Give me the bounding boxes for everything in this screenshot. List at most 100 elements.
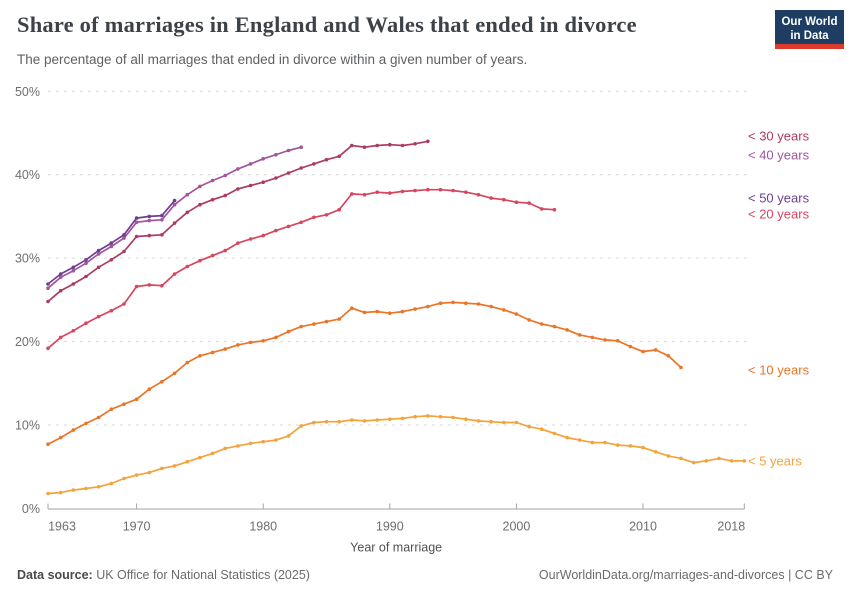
data-point: [122, 249, 126, 254]
data-point: [729, 459, 734, 463]
data-point: [539, 427, 544, 432]
data-point: [413, 414, 417, 419]
data-point: [210, 350, 215, 355]
legend-label-5[interactable]: < 10 years: [748, 363, 810, 378]
data-point: [438, 414, 443, 419]
data-point: [198, 354, 202, 358]
series-line-6: [47, 415, 745, 495]
data-point: [198, 202, 202, 207]
y-tick-label-50: 50%: [15, 85, 40, 99]
data-point: [248, 183, 253, 188]
data-point: [84, 274, 88, 279]
data-point: [464, 417, 468, 422]
y-tick-label-20: 20%: [15, 335, 40, 349]
data-point: [96, 415, 101, 420]
data-point: [641, 445, 645, 450]
data-point: [58, 272, 63, 276]
owid-logo-line2: in Data: [790, 29, 829, 42]
legend-label-6[interactable]: < 5 years: [748, 454, 802, 469]
series-line-5: [47, 301, 682, 445]
data-point: [160, 466, 164, 471]
data-point: [185, 264, 190, 269]
data-point: [312, 162, 316, 166]
data-point: [160, 213, 164, 218]
data-point: [286, 224, 291, 229]
data-point: [46, 491, 50, 496]
data-point: [84, 486, 88, 491]
x-tick-label-2000: 2000: [503, 520, 531, 534]
data-point: [71, 488, 76, 492]
data-point: [84, 258, 88, 262]
data-point: [261, 439, 266, 444]
data-point: [426, 139, 430, 144]
data-point: [71, 268, 76, 273]
owid-logo-line1: Our World: [781, 16, 838, 29]
data-point: [375, 143, 380, 148]
license-link[interactable]: OurWorldinData.org/marriages-and-divorce…: [538, 568, 833, 582]
data-point: [71, 265, 76, 270]
data-point: [210, 253, 215, 258]
data-point: [58, 435, 63, 440]
data-point: [172, 464, 177, 468]
data-point: [577, 333, 582, 337]
data-point: [615, 339, 620, 343]
data-point: [160, 379, 164, 384]
data-point: [679, 365, 683, 370]
line-chart[interactable]: 0% 10% 20% 30% 40% 50% 1963 1970 1980 1990 2000 201…: [0, 0, 850, 558]
data-point: [71, 282, 76, 286]
data-point: [628, 444, 633, 448]
data-point: [299, 220, 304, 225]
data-point: [274, 335, 278, 340]
data-point: [552, 324, 557, 329]
data-point: [185, 210, 190, 215]
data-point: [426, 304, 430, 309]
data-point: [274, 438, 278, 442]
data-point: [400, 416, 405, 421]
data-point: [96, 265, 101, 270]
data-point: [286, 434, 291, 438]
data-point: [96, 252, 101, 256]
data-point: [147, 283, 152, 287]
data-point: [312, 215, 316, 220]
data-point: [248, 237, 253, 241]
data-source-text: UK Office for National Statistics (2025): [92, 568, 310, 582]
data-point: [84, 421, 88, 426]
data-point: [96, 485, 101, 489]
data-point: [147, 233, 152, 238]
data-point: [261, 339, 266, 343]
data-point: [71, 329, 76, 333]
data-point: [109, 244, 114, 249]
data-point: [96, 314, 101, 319]
data-point: [476, 192, 481, 197]
data-point: [122, 233, 126, 237]
data-point: [603, 440, 607, 445]
data-point: [58, 490, 63, 495]
data-point: [413, 307, 417, 311]
data-point: [46, 282, 50, 286]
owid-logo[interactable]: Our World in Data: [775, 10, 844, 49]
data-point: [96, 248, 101, 253]
data-point: [46, 299, 50, 304]
data-point: [388, 142, 392, 147]
legend-label-3[interactable]: < 30 years: [748, 129, 810, 144]
data-point: [210, 197, 215, 202]
data-point: [210, 178, 215, 183]
data-point: [236, 167, 240, 171]
x-axis-title: Year of marriage: [350, 541, 442, 555]
data-point: [552, 207, 557, 212]
data-point: [223, 347, 227, 351]
legend-label-2[interactable]: < 50 years: [748, 191, 810, 206]
legend-label-1[interactable]: < 40 years: [748, 148, 810, 163]
data-point: [324, 157, 329, 162]
data-point: [134, 284, 139, 289]
data-point: [172, 272, 177, 276]
data-point: [286, 171, 291, 175]
series-line-4: [47, 188, 555, 349]
data-point: [514, 420, 519, 425]
data-point: [223, 248, 227, 253]
data-point: [172, 371, 177, 376]
data-point: [502, 420, 506, 425]
legend-label-4[interactable]: < 20 years: [748, 207, 810, 222]
data-point: [350, 192, 354, 196]
